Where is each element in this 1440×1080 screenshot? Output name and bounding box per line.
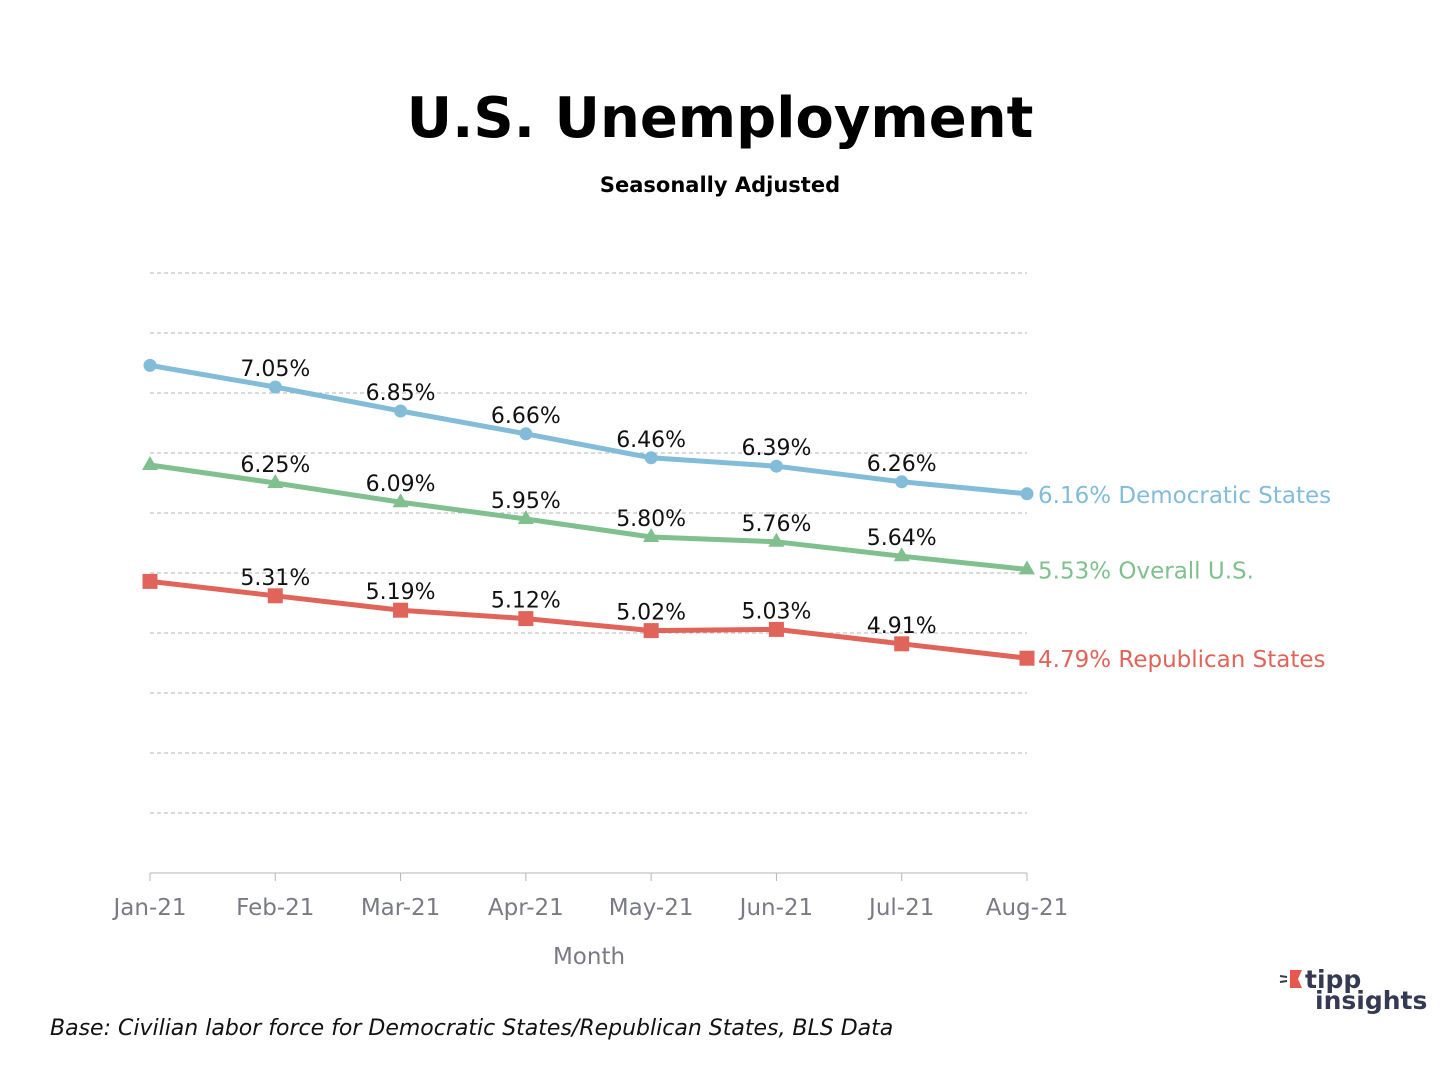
logo-text-line2: insights xyxy=(1315,986,1427,1015)
data-label: 5.95% xyxy=(491,489,561,514)
logo: tipp insights xyxy=(1279,965,1427,1015)
logo-text-line1: tipp xyxy=(1305,965,1361,994)
data-point xyxy=(267,474,284,488)
data-label: 5.31% xyxy=(240,566,310,591)
x-tick-label: Jan-21 xyxy=(111,895,186,921)
x-axis-label: Month xyxy=(553,944,625,970)
data-label: 5.80% xyxy=(616,507,686,532)
chart-subtitle: Seasonally Adjusted xyxy=(600,173,840,197)
data-label: 6.09% xyxy=(366,472,436,497)
series-end-label: 5.53% Overall U.S. xyxy=(1038,558,1254,584)
data-label: 5.03% xyxy=(741,599,811,624)
data-point xyxy=(893,547,910,562)
series-end-label: 6.16% Democratic States xyxy=(1038,483,1331,509)
data-label: 4.91% xyxy=(867,614,937,639)
data-point xyxy=(142,573,158,589)
x-axis: Jan-21 Feb-21 Mar-21 Apr-21 May-21 Jun-21 Jul-… xyxy=(111,872,1068,921)
data-point xyxy=(517,510,534,524)
data-point xyxy=(643,623,659,639)
data-label: 7.05% xyxy=(240,357,310,382)
data-point xyxy=(268,380,282,394)
x-tick-label: Feb-21 xyxy=(236,895,314,921)
data-point xyxy=(519,427,533,441)
series-end-label: 4.79% Republican States xyxy=(1038,647,1326,673)
data-label: 5.64% xyxy=(867,526,937,551)
data-point xyxy=(142,456,158,470)
data-point xyxy=(768,621,784,637)
data-point xyxy=(1019,650,1035,666)
data-label: 6.26% xyxy=(867,452,937,477)
series-line xyxy=(149,362,1028,497)
data-label: 5.19% xyxy=(366,580,436,605)
data-point xyxy=(643,528,660,542)
series-overall-u-s-: 6.25% 6.09% 5.95% 5.80% 5.76% 5.64% 5.53% Over… xyxy=(142,453,1254,584)
logo-flag-icon xyxy=(1290,970,1302,988)
data-label: 5.76% xyxy=(741,512,811,537)
x-tick-label: May-21 xyxy=(609,895,694,921)
series-line xyxy=(149,578,1028,661)
series-republican-states: 5.31% 5.19% 5.12% 5.02% 5.03% 4.91% 4.79% Repu… xyxy=(142,566,1326,673)
series-democratic-states: 7.05% 6.85% 6.66% 6.46% 6.39% 6.26% 6.16% Demo… xyxy=(143,357,1331,509)
chart-title: U.S. Unemployment xyxy=(407,86,1034,151)
data-point xyxy=(894,636,910,652)
data-point xyxy=(895,475,909,489)
x-tick-label: Aug-21 xyxy=(986,895,1068,921)
data-point xyxy=(1020,487,1034,501)
data-label: 6.46% xyxy=(616,428,686,453)
data-point xyxy=(1019,560,1035,575)
data-label: 6.85% xyxy=(366,381,436,406)
data-point xyxy=(644,451,658,465)
data-point xyxy=(768,532,785,547)
x-tick-label: Mar-21 xyxy=(361,895,441,921)
footnote: Base: Civilian labor force for Democrati… xyxy=(50,1016,893,1041)
data-point xyxy=(394,404,408,418)
data-point xyxy=(769,459,783,473)
data-point xyxy=(392,493,409,508)
data-point xyxy=(143,358,157,372)
x-tick-label: Jun-21 xyxy=(738,895,814,921)
series-line xyxy=(149,462,1028,572)
data-point xyxy=(518,611,534,627)
x-tick-label: Apr-21 xyxy=(488,895,564,921)
gridlines xyxy=(150,272,1027,814)
data-label: 5.12% xyxy=(491,589,561,614)
data-label: 6.25% xyxy=(240,453,310,478)
data-label: 5.02% xyxy=(616,601,686,626)
data-point xyxy=(393,602,409,618)
data-point xyxy=(267,588,283,604)
x-tick-label: Jul-21 xyxy=(867,895,934,921)
data-label: 6.66% xyxy=(491,404,561,429)
data-label: 6.39% xyxy=(741,436,811,461)
series-group: 7.05% 6.85% 6.66% 6.46% 6.39% 6.26% 6.16% Demo… xyxy=(142,357,1331,673)
